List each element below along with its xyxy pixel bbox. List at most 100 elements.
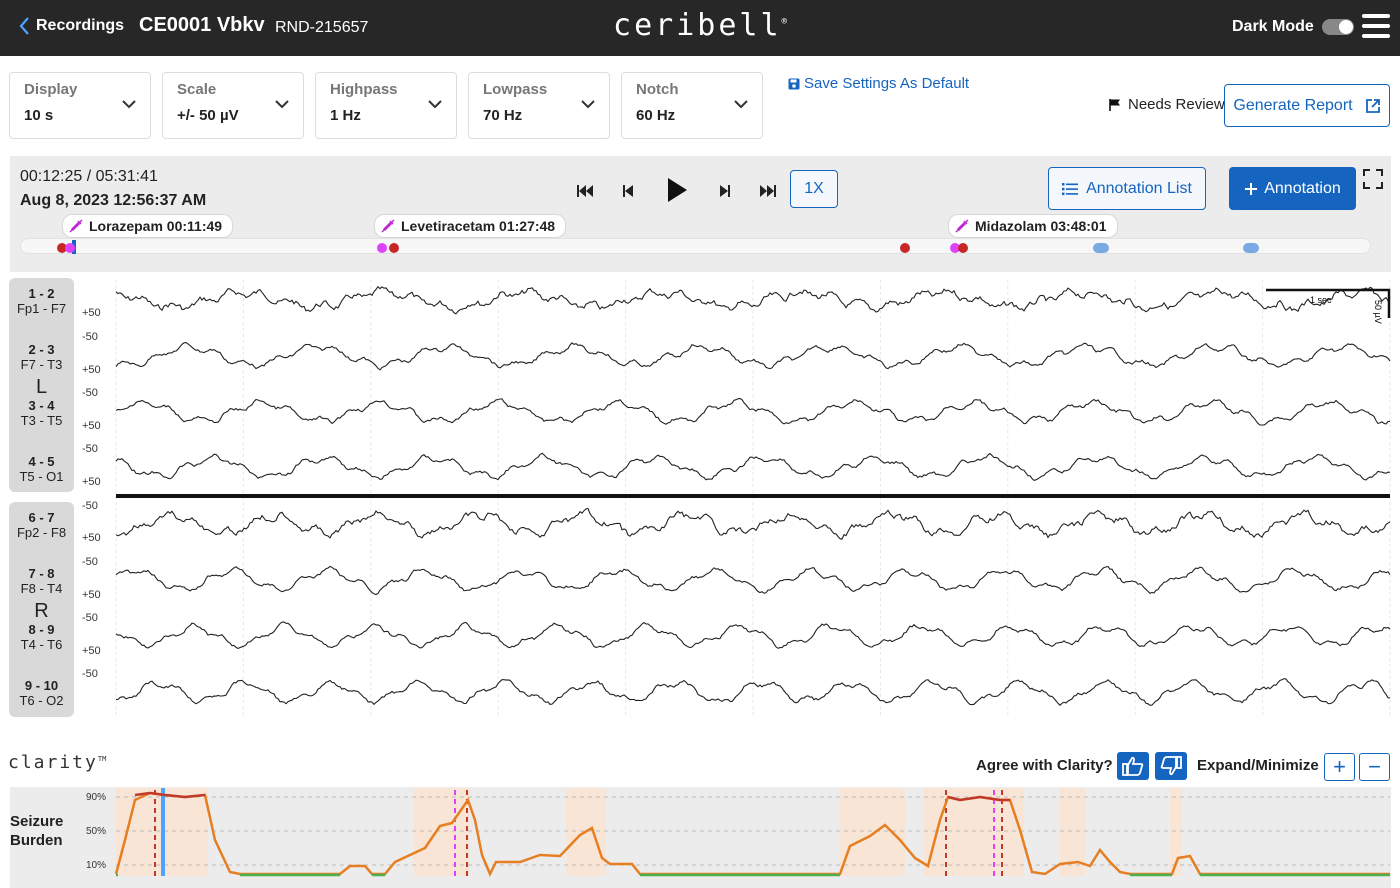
scale-plus-label: +50: [82, 476, 101, 488]
thumbs-down-icon: [1160, 756, 1182, 776]
scale-minus-label: -50: [82, 612, 98, 624]
notch-value: 60 Hz: [636, 107, 676, 124]
medication-marker-midazolam[interactable]: Midazolam 03:48:01: [948, 214, 1118, 238]
lowpass-value: 70 Hz: [483, 107, 523, 124]
scale-label: Scale: [177, 81, 217, 98]
scale-value: +/- 50 µV: [177, 107, 239, 124]
scale-plus-label: +50: [82, 420, 101, 432]
floppy-disk-icon: [788, 78, 800, 89]
calibration-bar: 1 sec 50 µV: [1266, 288, 1391, 324]
playback-date: Aug 8, 2023 12:56:37 AM: [20, 192, 207, 209]
calibration-time-label: 1 sec: [1310, 295, 1332, 305]
channel-label: 7 - 8 F8 - T4: [20, 566, 63, 596]
timeline-event-marker[interactable]: [1242, 243, 1259, 253]
minimize-button[interactable]: −: [1359, 753, 1390, 781]
lowpass-select[interactable]: Lowpass 70 Hz: [468, 72, 610, 139]
timeline-event-marker[interactable]: [64, 243, 75, 253]
scale-plus-label: +50: [82, 307, 101, 319]
needs-review-button[interactable]: Needs Review: [1108, 96, 1225, 113]
logo-mark: ®: [781, 17, 787, 27]
thumbs-down-button[interactable]: [1155, 752, 1187, 780]
medication-label: Lorazepam 00:11:49: [89, 218, 223, 234]
eeg-trace: [115, 565, 1391, 596]
timeline-event-marker[interactable]: [949, 243, 960, 253]
timeline-event-marker[interactable]: [1092, 243, 1109, 253]
scale-minus-label: -50: [82, 387, 98, 399]
annotation-list-button[interactable]: Annotation List: [1048, 167, 1206, 210]
medication-label: Midazolam 03:48:01: [975, 218, 1107, 234]
recording-id: RND-215657: [275, 19, 369, 36]
recording-timeline[interactable]: [20, 238, 1371, 254]
notch-label: Notch: [636, 81, 679, 98]
generate-report-button[interactable]: Generate Report: [1224, 84, 1390, 127]
recording-name: CE0001 Vbkv: [139, 14, 265, 36]
chevron-down-icon: [122, 100, 136, 109]
add-annotation-label: Annotation: [1264, 179, 1341, 197]
eeg-trace: [115, 397, 1391, 426]
add-annotation-button[interactable]: Annotation: [1229, 167, 1356, 210]
timeline-event-marker[interactable]: [376, 243, 387, 253]
back-label: Recordings: [36, 17, 125, 34]
display-label: Display: [24, 81, 78, 98]
timeline-event-marker[interactable]: [957, 243, 968, 253]
expand-button[interactable]: +: [1324, 753, 1355, 781]
calibration-amp-label: 50 µV: [1373, 300, 1383, 324]
burden-90-label: 90%: [86, 792, 107, 803]
play-icon[interactable]: [665, 175, 689, 205]
medication-marker-levetiracetam[interactable]: Levetiracetam 01:27:48: [374, 214, 567, 238]
step-forward-icon[interactable]: [719, 180, 731, 202]
chevron-down-icon: [428, 100, 442, 109]
hemisphere-divider: [116, 494, 1390, 498]
eeg-trace: [115, 452, 1390, 482]
eeg-trace: [115, 342, 1391, 371]
scale-minus-label: -50: [82, 443, 98, 455]
notch-select[interactable]: Notch 60 Hz: [621, 72, 763, 139]
right-hemisphere-group: 6 - 7 Fp2 - F8 7 - 8 F8 - T4 R 8 - 9 T4 - T…: [9, 502, 74, 717]
highpass-select[interactable]: Highpass 1 Hz: [315, 72, 457, 139]
step-back-icon[interactable]: [622, 180, 634, 202]
scale-minus-label: -50: [82, 500, 98, 512]
chevron-down-icon: [581, 100, 595, 109]
chevron-left-icon: [19, 17, 29, 35]
scale-select[interactable]: Scale +/- 50 µV: [162, 72, 304, 139]
scale-minus-label: -50: [82, 331, 98, 343]
playback-speed-button[interactable]: 1X: [790, 170, 838, 208]
lowpass-label: Lowpass: [483, 81, 548, 98]
medication-label: Levetiracetam 01:27:48: [401, 218, 556, 234]
needs-review-label: Needs Review: [1128, 96, 1225, 113]
dark-mode-toggle[interactable]: [1321, 19, 1354, 35]
top-bar: Recordings CE0001 Vbkv RND-215657 ceribe…: [0, 0, 1400, 56]
scale-plus-label: +50: [82, 364, 101, 376]
display-value: 10 s: [24, 107, 54, 124]
menu-icon[interactable]: [1362, 14, 1390, 40]
thumbs-up-button[interactable]: [1117, 752, 1149, 780]
channel-label: 1 - 2 Fp1 - F7: [16, 286, 67, 316]
save-settings-default-link[interactable]: Save Settings As Default: [788, 75, 969, 92]
scale-minus-label: -50: [82, 668, 98, 680]
clarity-logo-text: clarity: [8, 752, 98, 773]
skip-to-start-icon[interactable]: [576, 180, 594, 202]
annotation-list-label: Annotation List: [1086, 179, 1192, 197]
playback-time: 00:12:25 / 05:31:41: [20, 168, 158, 185]
timeline-event-marker[interactable]: [388, 243, 399, 253]
syringe-icon: [69, 219, 83, 233]
save-settings-label: Save Settings As Default: [804, 75, 970, 92]
flag-icon: [1109, 98, 1120, 111]
syringe-icon: [955, 219, 969, 233]
channel-label: 3 - 4 T3 - T5: [20, 398, 63, 428]
medication-marker-lorazepam[interactable]: Lorazepam 00:11:49: [62, 214, 234, 238]
display-select[interactable]: Display 10 s: [9, 72, 151, 139]
highpass-label: Highpass: [330, 81, 398, 98]
timeline-event-marker[interactable]: [899, 243, 910, 253]
skip-to-end-icon[interactable]: [759, 180, 777, 202]
dark-mode-control: Dark Mode: [1232, 18, 1354, 36]
fullscreen-icon[interactable]: [1363, 169, 1383, 189]
hemisphere-label-left: L: [35, 376, 48, 398]
highpass-value: 1 Hz: [330, 107, 361, 124]
hemisphere-label-right: R: [34, 600, 49, 622]
channel-label: 6 - 7 Fp2 - F8: [16, 510, 67, 540]
burden-10-label: 10%: [86, 860, 107, 871]
eeg-trace: [115, 507, 1391, 540]
back-to-recordings-button[interactable]: Recordings: [18, 16, 124, 36]
timeline-event-marker[interactable]: [56, 243, 67, 253]
